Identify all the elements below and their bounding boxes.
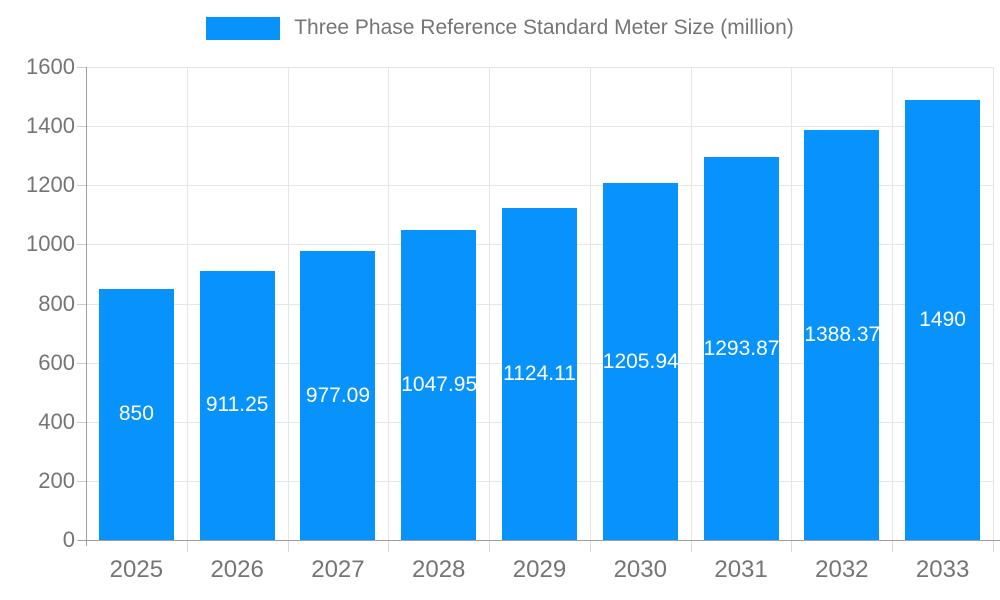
legend[interactable]: Three Phase Reference Standard Meter Siz… [0, 16, 1000, 40]
y-tick-label: 200 [38, 467, 75, 493]
bar-2032[interactable]: 1388.37 [804, 129, 880, 540]
bar-value-label: 1490 [919, 307, 966, 331]
v-gridline [489, 67, 491, 540]
y-tick-label: 1600 [26, 54, 75, 79]
bar-2029[interactable]: 1124.11 [502, 207, 577, 540]
bar-2026[interactable]: 911.25 [199, 270, 275, 540]
x-tick-label: 2026 [210, 556, 264, 583]
x-axis-tick [892, 540, 894, 552]
bar-value-label: 1205.94 [602, 349, 678, 373]
h-gridline [86, 126, 993, 128]
bar-2028[interactable]: 1047.95 [401, 230, 477, 540]
y-axis-tick [77, 303, 86, 305]
x-tick-label: 2027 [311, 556, 365, 583]
bar-value-label: 1124.11 [503, 361, 576, 385]
x-axis-tick [589, 540, 591, 552]
y-tick-label: 800 [38, 290, 75, 316]
v-gridline [690, 67, 692, 540]
x-axis-tick [186, 540, 188, 552]
x-axis-tick [287, 540, 289, 552]
x-tick-label: 2030 [613, 556, 667, 583]
y-tick-label: 0 [62, 527, 75, 552]
v-gridline [388, 67, 390, 540]
y-tick-label: 400 [38, 408, 75, 434]
y-axis-tick [77, 67, 86, 68]
bar-2027[interactable]: 977.09 [300, 251, 376, 540]
v-gridline [186, 67, 188, 540]
y-tick-label: 1000 [26, 231, 75, 257]
legend-swatch-icon[interactable] [206, 16, 281, 40]
x-tick-label: 2033 [915, 556, 970, 583]
y-axis-tick [77, 185, 86, 187]
v-gridline [791, 67, 793, 540]
v-gridline [589, 67, 591, 540]
y-tick-label: 600 [38, 349, 75, 375]
bar-value-label: 1293.87 [703, 336, 779, 360]
x-tick-label: 2032 [815, 556, 869, 583]
y-tick-label: 1400 [26, 113, 75, 139]
x-axis-tick [489, 540, 491, 552]
v-gridline [892, 67, 894, 540]
bar-2025[interactable]: 850 [98, 288, 174, 540]
y-tick-label: 1200 [26, 172, 75, 198]
v-gridline [287, 67, 289, 540]
plot-area: 850 911.25 977.09 1047.95 1124.11 1205.94 1293… [86, 67, 994, 540]
x-tick-label: 2031 [714, 556, 768, 583]
y-axis-tick [77, 421, 86, 423]
y-axis-tick [77, 126, 86, 128]
y-axis-line [86, 67, 87, 546]
h-gridline [86, 185, 993, 187]
bar-value-label: 977.09 [305, 383, 371, 407]
x-tick-label: 2028 [412, 556, 466, 583]
bar-2031[interactable]: 1293.87 [703, 157, 779, 540]
y-axis-tick [77, 362, 86, 364]
x-tick-label: 2029 [512, 556, 567, 583]
x-tick-label: 2025 [109, 556, 164, 583]
x-axis-tick [993, 540, 994, 552]
y-axis-tick [77, 244, 86, 246]
bar-2030[interactable]: 1205.94 [602, 183, 678, 540]
x-axis-tick [791, 540, 793, 552]
bar-value-label: 911.25 [205, 393, 269, 417]
bar-2033[interactable]: 1490 [905, 99, 981, 540]
bar-value-label: 1047.95 [401, 373, 477, 397]
x-axis-tick [388, 540, 390, 552]
x-axis-tick [690, 540, 692, 552]
legend-label[interactable]: Three Phase Reference Standard Meter Siz… [294, 16, 794, 39]
bar-value-label: 1388.37 [804, 322, 880, 346]
x-axis-line [78, 540, 1000, 541]
h-gridline [86, 67, 993, 68]
bar-value-label: 850 [118, 402, 154, 426]
y-axis-tick [77, 480, 86, 482]
v-gridline [993, 67, 994, 540]
